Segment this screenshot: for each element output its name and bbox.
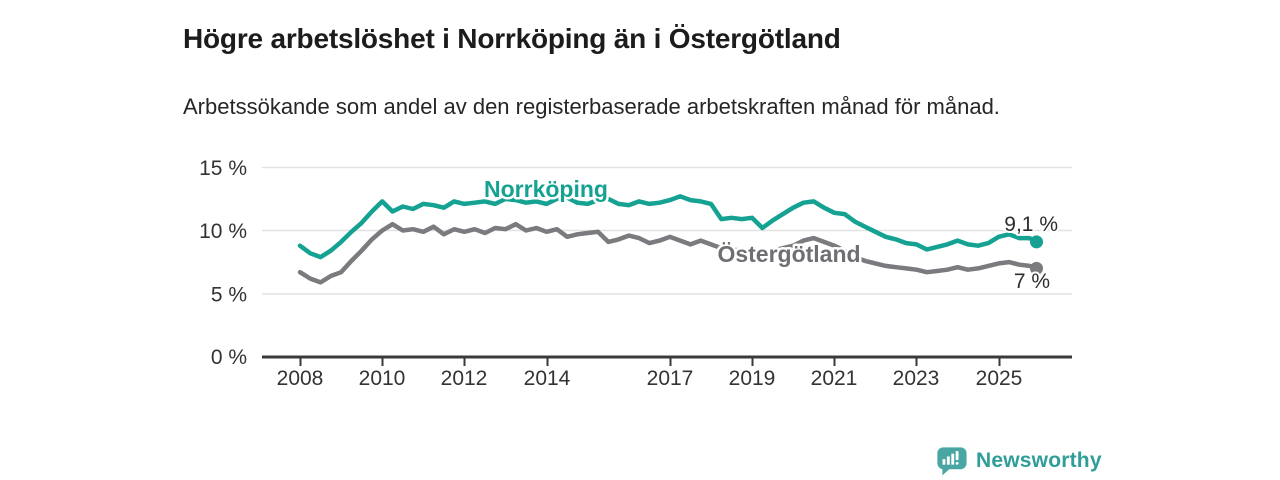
y-axis-label-0: 0 % [211,346,247,369]
series-line-norrk-ping [297,194,1039,260]
bar-chart-speech-bubble-icon [937,447,967,476]
series-label-ostergotland: Östergötland [717,241,860,267]
x-axis-ticks [299,358,1001,366]
end-dot-norrk-ping [1030,235,1043,249]
x-axis-label-2012: 2012 [441,367,488,390]
end-value-label-ostergotland: 7 % [1014,270,1050,293]
x-axis-label-2023: 2023 [893,367,940,390]
y-axis-label-10: 10 % [199,220,247,243]
x-axis-label-2008: 2008 [277,367,324,390]
series-layer [297,194,1043,285]
x-axis-label-2021: 2021 [811,367,858,390]
x-axis-label-2025: 2025 [976,367,1023,390]
x-axis-label-2014: 2014 [524,367,571,390]
x-axis-label-2017: 2017 [647,367,694,390]
y-axis-label-15: 15 % [199,157,247,180]
y-axis-label-5: 5 % [211,284,247,307]
newsworthy-wordmark: Newsworthy [976,449,1102,472]
page-title: Högre arbetslöshet i Norrköping än i Öst… [183,22,841,54]
end-value-label-norrkoping: 9,1 % [1004,213,1058,236]
newsworthy-logo: Newsworthy [936,446,1102,476]
series-label-norrkoping: Norrköping [484,176,608,202]
series-line--sterg-tland [297,221,1039,285]
x-axis-label-2019: 2019 [729,367,776,390]
x-axis-label-2010: 2010 [359,367,406,390]
end-dot--sterg-tland [1030,261,1043,275]
page-subtitle: Arbetssökande som andel av den registerb… [183,94,1000,119]
